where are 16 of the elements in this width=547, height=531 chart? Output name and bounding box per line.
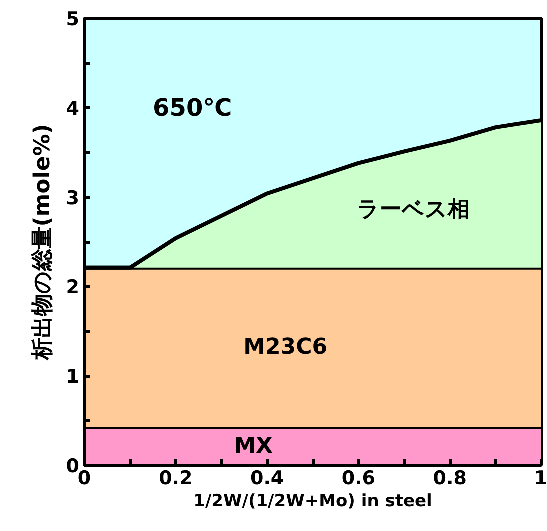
y-tick-label: 2 bbox=[66, 276, 80, 299]
series-label: MX bbox=[234, 434, 274, 459]
y-tick-label: 5 bbox=[66, 8, 80, 30]
y-tick-label: 3 bbox=[66, 187, 80, 210]
x-tick-label: 0.4 bbox=[250, 468, 284, 490]
y-tick-label: 1 bbox=[66, 366, 80, 388]
series-label: M23C6 bbox=[244, 334, 328, 360]
x-tick-label: 0.8 bbox=[433, 468, 467, 490]
x-tick-label: 1 bbox=[534, 468, 547, 490]
x-axis-title: 1/2W/(1/2W+Mo) in steel bbox=[194, 492, 432, 512]
x-tick-label: 0.2 bbox=[159, 468, 193, 490]
series-label: ラーベス相 bbox=[357, 197, 470, 222]
annotation: 650℃ bbox=[153, 94, 232, 122]
y-axis-title: 析出物の総量(mole%) bbox=[30, 124, 56, 361]
x-tick-label: 0.6 bbox=[342, 468, 376, 490]
y-tick-label: 4 bbox=[66, 98, 80, 120]
